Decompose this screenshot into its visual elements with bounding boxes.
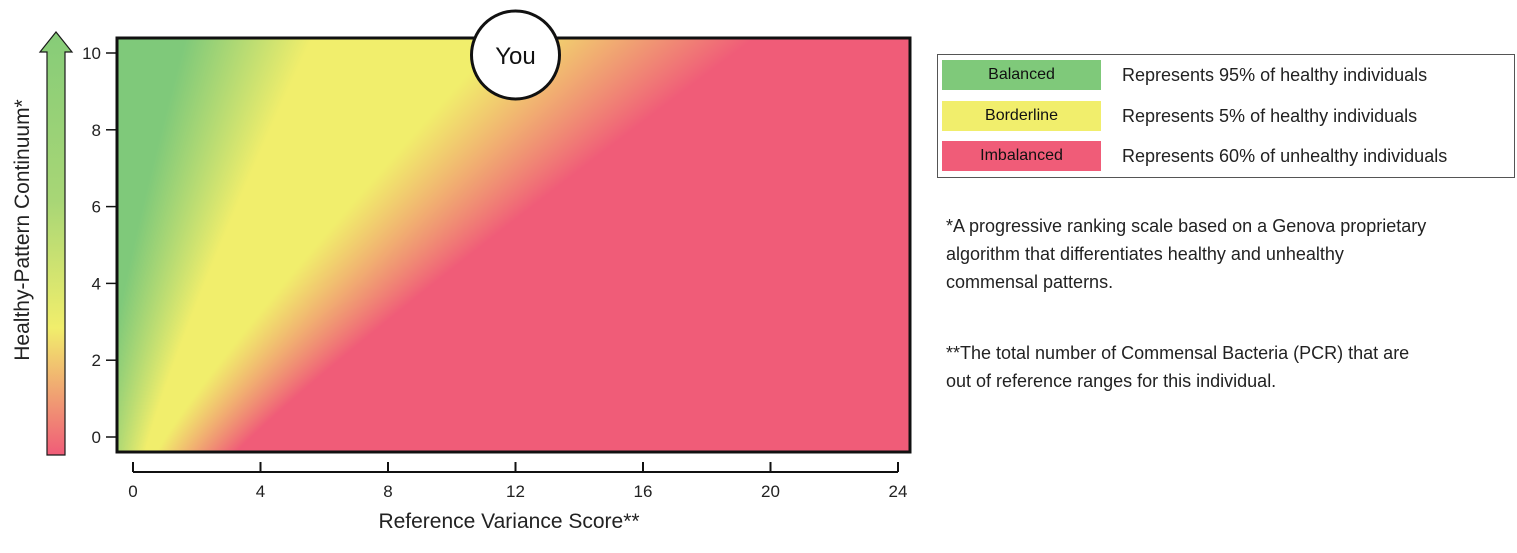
legend-swatch-balanced: Balanced [942, 60, 1101, 90]
you-marker-circle [470, 9, 561, 101]
footnote-line: commensal patterns. [946, 272, 1114, 292]
x-tick-label: 20 [761, 482, 780, 501]
heatmap-area [117, 38, 910, 452]
y-tick-label: 4 [92, 274, 101, 293]
footnote-line: algorithm that differentiates healthy an… [946, 244, 1344, 264]
legend-row-imbalanced: Imbalanced Represents 60% of unhealthy i… [939, 141, 1513, 171]
legend: Balanced Represents 95% of healthy indiv… [937, 54, 1515, 178]
x-tick-label: 0 [128, 482, 137, 501]
legend-desc-borderline: Represents 5% of healthy individuals [1122, 106, 1418, 126]
legend-row-balanced: Balanced Represents 95% of healthy indiv… [939, 60, 1513, 90]
x-axis: 0 4 8 12 16 20 24 [128, 462, 907, 501]
x-axis-label: Reference Variance Score** [378, 510, 639, 533]
you-marker: You [470, 9, 561, 101]
y-tick-label: 2 [92, 351, 101, 370]
x-tick-label: 16 [634, 482, 653, 501]
footnote-healthy-pattern: *A progressive ranking scale based on a … [946, 212, 1516, 296]
footnote-line: *A progressive ranking scale based on a … [946, 216, 1427, 236]
x-tick-label: 12 [506, 482, 525, 501]
healthy-pattern-arrow [38, 31, 74, 456]
legend-desc-balanced: Represents 95% of healthy individuals [1122, 65, 1428, 85]
x-tick-label: 8 [383, 482, 392, 501]
y-tick-label: 8 [92, 121, 101, 140]
y-tick-label: 6 [92, 198, 101, 217]
x-tick-label: 4 [256, 482, 265, 501]
you-marker-label: You [495, 43, 536, 70]
y-axis: 0 2 4 6 8 10 [82, 44, 117, 447]
legend-swatch-imbalanced: Imbalanced [942, 141, 1101, 171]
y-tick-label: 0 [92, 428, 101, 447]
y-tick-label: 10 [82, 44, 101, 63]
x-tick-label: 24 [889, 482, 908, 501]
footnote-line: **The total number of Commensal Bacteria… [946, 343, 1410, 363]
y-axis-label: Healthy-Pattern Continuum* [11, 99, 34, 360]
legend-desc-imbalanced: Represents 60% of unhealthy individuals [1122, 146, 1448, 166]
legend-row-borderline: Borderline Represents 5% of healthy indi… [939, 101, 1513, 131]
legend-swatch-borderline: Borderline [942, 101, 1101, 131]
footnote-reference-variance: **The total number of Commensal Bacteria… [946, 339, 1516, 395]
footnote-line: out of reference ranges for this individ… [946, 371, 1277, 391]
